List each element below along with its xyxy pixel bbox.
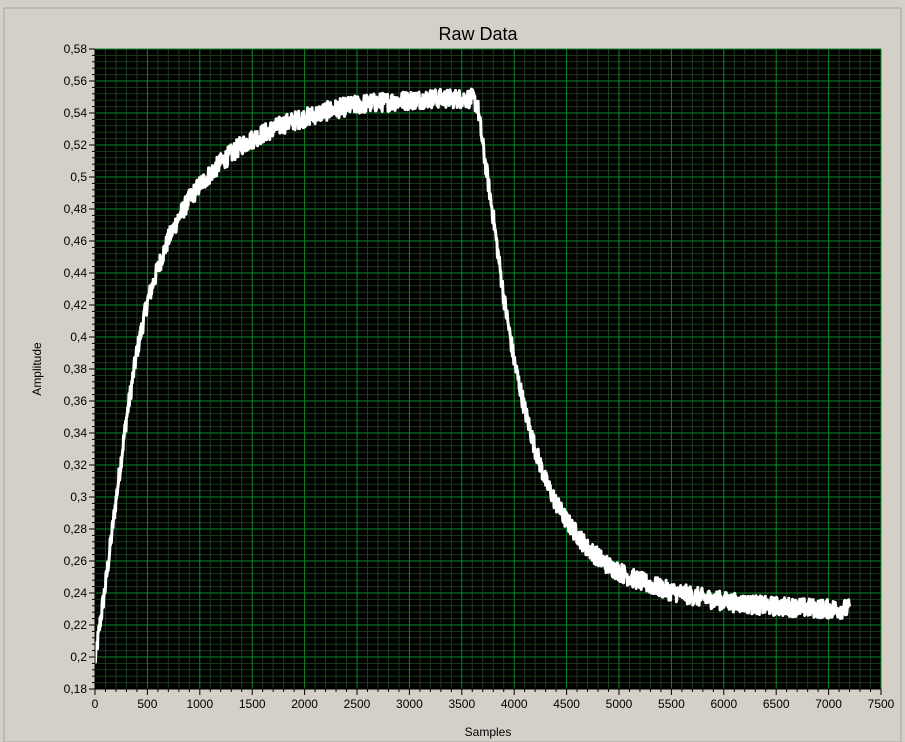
x-axis-title: Samples xyxy=(465,725,512,739)
data-series xyxy=(93,87,852,664)
y-tick-label: 0,18 xyxy=(64,682,88,696)
x-tick-label: 1500 xyxy=(239,697,266,711)
x-tick-label: 5000 xyxy=(606,697,633,711)
y-tick-label: 0,5 xyxy=(70,170,87,184)
x-tick-label: 6000 xyxy=(710,697,737,711)
x-tick-label: 4000 xyxy=(501,697,528,711)
y-tick-label: 0,38 xyxy=(64,362,88,376)
x-tick-label: 4500 xyxy=(553,697,580,711)
y-tick-label: 0,54 xyxy=(64,106,88,120)
y-tick-label: 0,22 xyxy=(64,618,88,632)
grid xyxy=(94,48,882,690)
y-tick-label: 0,36 xyxy=(64,394,88,408)
y-tick-label: 0,56 xyxy=(64,74,88,88)
x-tick-label: 3500 xyxy=(448,697,475,711)
y-tick-label: 0,2 xyxy=(70,650,87,664)
y-tick-label: 0,48 xyxy=(64,202,88,216)
y-tick-label: 0,24 xyxy=(64,586,88,600)
x-tick-label: 3000 xyxy=(396,697,423,711)
y-tick-label: 0,44 xyxy=(64,266,88,280)
x-tick-label: 2000 xyxy=(291,697,318,711)
x-tick-label: 500 xyxy=(137,697,157,711)
x-tick-label: 7500 xyxy=(868,697,895,711)
x-tick-label: 5500 xyxy=(658,697,685,711)
y-tick-label: 0,26 xyxy=(64,554,88,568)
y-tick-label: 0,28 xyxy=(64,522,88,536)
y-tick-label: 0,3 xyxy=(70,490,87,504)
y-tick-label: 0,42 xyxy=(64,298,88,312)
y-tick-label: 0,4 xyxy=(70,330,87,344)
x-tick-label: 0 xyxy=(92,697,99,711)
chart-title: Raw Data xyxy=(438,24,518,44)
y-tick-label: 0,52 xyxy=(64,138,88,152)
y-axis-title: Amplitude xyxy=(30,342,44,396)
x-tick-label: 2500 xyxy=(344,697,371,711)
y-tick-label: 0,32 xyxy=(64,458,88,472)
data-series-line xyxy=(93,87,852,664)
y-tick-label: 0,46 xyxy=(64,234,88,248)
y-axis: 0,18 0,2 0,22 0,24 0,26 0,28 0,3 0,32 0,34 0,36 0,… xyxy=(64,42,96,696)
x-tick-label: 7000 xyxy=(815,697,842,711)
x-axis: 0 500 1000 1500 2000 2500 3000 3500 4000 4500 5000… xyxy=(92,688,895,711)
y-tick-label: 0,58 xyxy=(64,42,88,56)
y-tick-label: 0,34 xyxy=(64,426,88,440)
x-tick-label: 1000 xyxy=(186,697,213,711)
x-tick-label: 6500 xyxy=(763,697,790,711)
